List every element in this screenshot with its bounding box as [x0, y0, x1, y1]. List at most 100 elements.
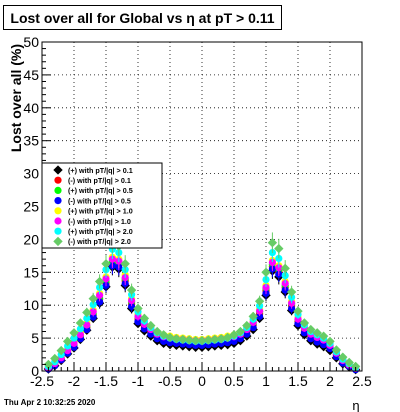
y-tick-label: 25 — [23, 199, 39, 215]
data-point — [274, 243, 284, 254]
data-point — [108, 255, 116, 263]
y-tick-label: 10 — [23, 297, 39, 313]
x-tick-label: -0.5 — [158, 373, 182, 389]
x-axis-label: η — [352, 398, 359, 412]
legend-label: (-) with pT/|q| > 0.1 — [68, 176, 131, 185]
y-tick-label: 20 — [23, 231, 39, 247]
data-point — [262, 283, 270, 292]
data-point — [254, 296, 265, 306]
axes: -2.5 -2 -1.5 -1 -0.5 0 0.5 1 1.5 2 2.5 0 5 10 15 20 25 30… — [23, 34, 372, 389]
data-point — [75, 318, 86, 328]
data-point — [76, 331, 84, 339]
data-point — [50, 353, 60, 364]
data-point — [96, 298, 104, 306]
legend-box — [41, 162, 163, 249]
data-point — [318, 331, 329, 341]
data-point — [171, 334, 182, 344]
legend-marker — [53, 165, 63, 175]
data-point — [261, 267, 271, 277]
legend-label: (+) with pT/|q| > 0.5 — [68, 186, 133, 195]
x-tick-label: 0.5 — [224, 373, 244, 389]
data-point — [134, 318, 142, 326]
data-point — [338, 352, 348, 362]
legend-label: (+) with pT/|q| > 0.1 — [68, 166, 133, 175]
data-point — [331, 345, 342, 355]
data-point — [203, 335, 214, 345]
data-point — [152, 326, 162, 337]
y-tick-label: 30 — [23, 166, 39, 182]
data-point — [267, 238, 278, 248]
legend-marker — [54, 186, 62, 194]
data-point — [94, 276, 105, 287]
y-tick-label: 45 — [23, 67, 39, 83]
x-tick-label: 0 — [198, 373, 206, 389]
legend-label: (+) with pT/|q| > 1.0 — [68, 207, 133, 216]
legend-marker — [54, 217, 62, 225]
data-point — [325, 336, 335, 347]
legend-marker — [54, 197, 62, 205]
y-tick-label: 40 — [23, 100, 39, 116]
data-point — [344, 357, 354, 368]
x-tick-label: -2 — [68, 373, 81, 389]
data-point — [184, 335, 194, 345]
y-tick-label: 15 — [23, 264, 39, 280]
data-point — [286, 287, 297, 297]
legend-marker — [53, 236, 63, 247]
x-tick-label: 2.5 — [352, 373, 372, 389]
data-point — [210, 334, 220, 345]
data-point — [70, 334, 78, 342]
y-axis-label: Lost over all (%) — [8, 44, 24, 152]
x-tick-label: 1 — [262, 373, 270, 389]
data-points — [43, 232, 361, 375]
data-point — [70, 339, 78, 347]
data-point — [133, 303, 143, 314]
data-point — [256, 312, 264, 320]
data-point — [82, 307, 92, 318]
data-point — [43, 359, 54, 370]
data-point — [256, 307, 264, 315]
data-point — [242, 320, 252, 331]
series-group — [43, 232, 361, 372]
data-point — [280, 263, 290, 274]
data-point — [312, 328, 322, 338]
data-point — [197, 336, 207, 346]
data-point — [235, 326, 246, 337]
legend-label: (-) with pT/|q| > 2.0 — [68, 237, 131, 246]
data-point — [146, 320, 156, 331]
data-point — [89, 300, 97, 309]
data-point — [299, 318, 310, 328]
data-point — [165, 332, 175, 343]
data-point — [76, 325, 84, 333]
legend-label: (-) with pT/|q| > 1.0 — [68, 217, 131, 226]
data-point — [88, 293, 98, 304]
data-point — [268, 258, 276, 267]
data-point — [56, 345, 66, 356]
data-point — [275, 254, 283, 263]
timestamp: Thu Apr 2 10:32:25 2020 — [4, 398, 96, 407]
data-point — [190, 336, 201, 346]
y-tick-label: 0 — [31, 363, 39, 379]
legend-marker — [54, 176, 62, 184]
data-point — [249, 323, 257, 332]
data-point — [96, 291, 104, 299]
chart-title: Lost over all for Global vs η at pT > 0.… — [10, 10, 275, 26]
data-point — [128, 302, 136, 311]
x-tick-label: -2.5 — [30, 373, 54, 389]
data-point — [281, 279, 289, 288]
x-tick-label: 2 — [326, 373, 334, 389]
data-point — [306, 324, 316, 335]
x-tick-label: -1.5 — [94, 373, 118, 389]
data-point — [350, 361, 361, 372]
data-point — [275, 264, 283, 272]
legend: (+) with pT/|q| > 0.1(-) with pT/|q| > 0… — [41, 162, 163, 249]
data-point — [101, 259, 111, 269]
y-tick-label: 35 — [23, 133, 39, 149]
title-box: Lost over all for Global vs η at pT > 0.… — [3, 5, 282, 30]
data-point — [83, 314, 91, 322]
x-tick-label: -1 — [132, 373, 145, 389]
legend-marker — [54, 207, 62, 215]
data-point — [83, 321, 91, 329]
legend-marker — [54, 227, 62, 235]
data-point — [89, 308, 97, 316]
